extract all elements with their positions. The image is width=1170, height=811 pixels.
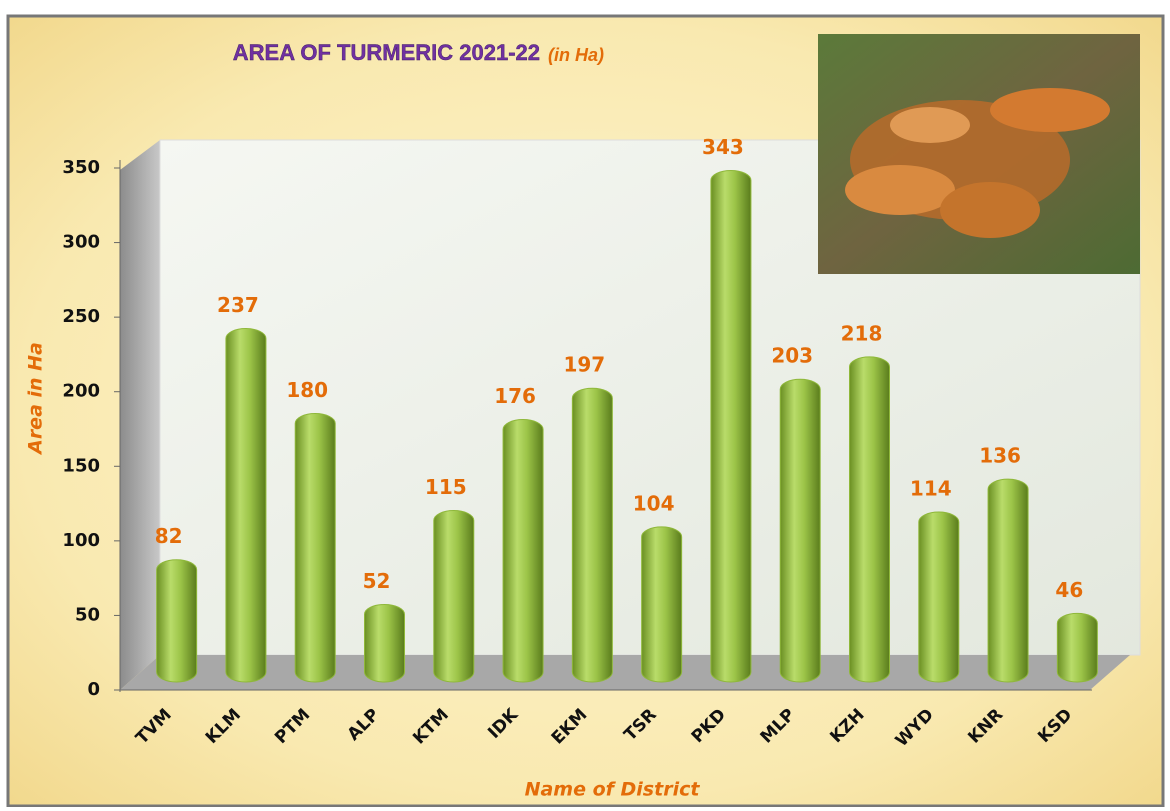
chart-title: AREA OF TURMERIC 2021-22 [233, 40, 540, 65]
bar [988, 479, 1028, 682]
y-tick-label: 200 [62, 381, 100, 402]
data-label: 115 [425, 475, 467, 499]
data-label: 46 [1055, 578, 1083, 602]
bar [572, 388, 612, 682]
bar [919, 512, 959, 682]
data-label: 52 [363, 569, 391, 593]
side-wall [120, 140, 160, 690]
bar [295, 414, 335, 682]
bar [1057, 613, 1097, 682]
data-label: 343 [702, 135, 744, 159]
bar [434, 510, 474, 682]
data-label: 203 [771, 344, 813, 368]
bar [226, 329, 266, 682]
bar [711, 170, 751, 682]
y-tick-label: 100 [62, 530, 100, 551]
data-label: 237 [217, 293, 259, 317]
data-label: 82 [155, 524, 183, 548]
data-label: 218 [841, 321, 883, 345]
data-label: 104 [633, 491, 675, 515]
y-tick-label: 300 [62, 232, 100, 253]
bar [850, 357, 890, 682]
data-label: 114 [910, 476, 952, 500]
data-label: 180 [286, 378, 328, 402]
data-label: 136 [979, 444, 1021, 468]
bar [642, 527, 682, 682]
y-tick-label: 150 [62, 455, 100, 476]
bar [365, 604, 405, 682]
y-tick-label: 350 [62, 157, 100, 178]
bar [503, 420, 543, 682]
x-axis-label: Name of District [525, 779, 701, 801]
y-tick-label: 250 [62, 306, 100, 327]
floor [120, 655, 1130, 690]
chart: AREA OF TURMERIC 2021-22 (in Ha) Area in… [0, 0, 1170, 807]
chart-title-unit: (in Ha) [548, 45, 604, 65]
bar [157, 560, 197, 682]
data-label: 197 [563, 353, 605, 377]
y-axis-label: Area in Ha [25, 342, 47, 456]
bar [780, 379, 820, 682]
turmeric-photo [818, 34, 1140, 274]
data-label: 176 [494, 384, 536, 408]
y-tick-label: 50 [75, 604, 100, 625]
y-tick-label: 0 [87, 679, 100, 700]
